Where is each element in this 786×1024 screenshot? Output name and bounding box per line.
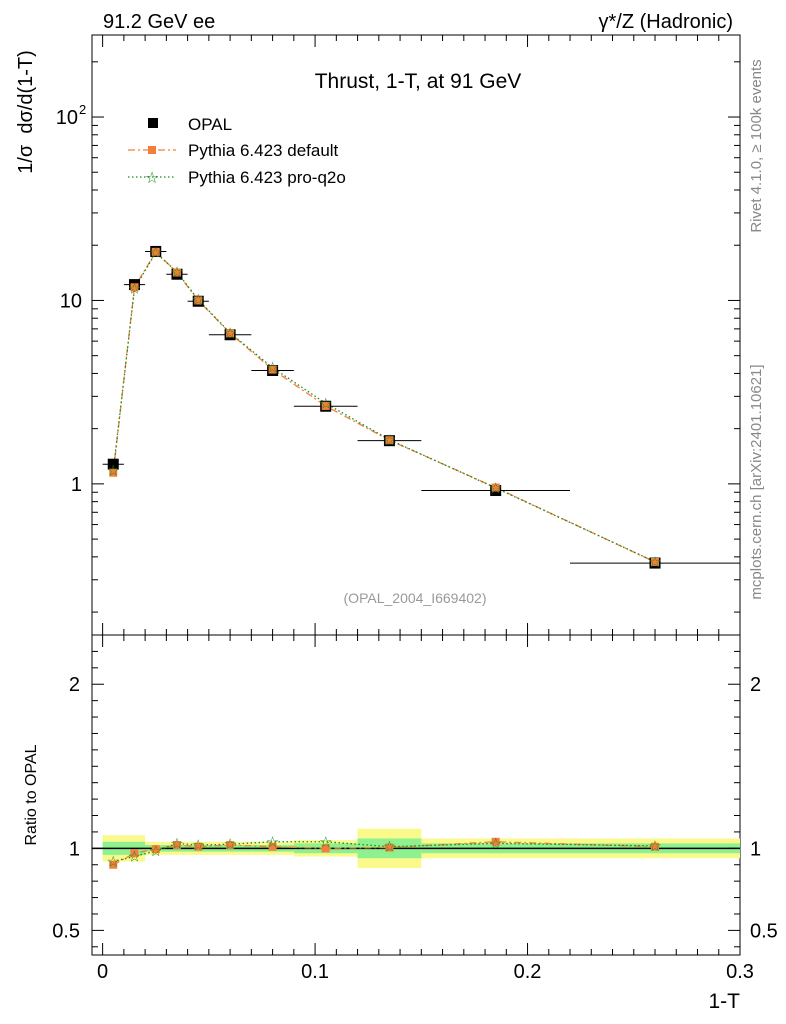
proq2o-point: ☆: [319, 395, 332, 412]
ratio-default-point: [268, 842, 277, 851]
ratio-default-point: [130, 849, 139, 858]
proq2o-point: ☆: [107, 463, 120, 480]
ratio-proq2o-point: ☆: [383, 839, 396, 856]
default-point: [130, 283, 139, 292]
ratio-y-tick-label-right: 2: [750, 674, 761, 696]
main-y-tick-label-exponent: 2: [79, 102, 86, 117]
ratio-default-point: [226, 841, 235, 850]
ratio-proq2o-point: ☆: [170, 835, 183, 852]
proq2o-point: ☆: [648, 554, 661, 571]
side-mcplots: mcplots.cern.ch [arXiv:2401.10621]: [748, 364, 765, 599]
ratio-proq2o-point: ☆: [149, 843, 162, 860]
default-point: [109, 468, 118, 477]
ratio-default-point: [151, 845, 160, 854]
ratio-y-tick-label-left: 2: [69, 674, 80, 696]
ratio-series-layer: ☆ ☆ ☆ ☆ ☆ ☆ ☆ ☆ ☆ ☆ ☆: [107, 834, 662, 871]
x-tick-label: 0.1: [301, 961, 329, 983]
proq2o-point: ☆: [170, 264, 183, 281]
ratio-proq2o-point: ☆: [223, 836, 236, 853]
ratio-y-tick-labels: 0.5 0.5 1 1 2 2: [52, 674, 778, 942]
proq2o-point: ☆: [383, 432, 396, 449]
main-y-tick-label: 1: [71, 474, 82, 496]
default-point: [268, 365, 277, 374]
legend-marker-default: [148, 146, 156, 154]
ratio-y-tick-label-left: 0.5: [52, 920, 80, 942]
ratio-default-point: [651, 842, 660, 851]
ratio-y-tick-label-right: 1: [750, 838, 761, 860]
default-point: [651, 558, 660, 567]
legend-marker-opal: [148, 118, 158, 128]
proq2o-point: ☆: [266, 360, 279, 377]
default-point: [321, 401, 330, 410]
main-ylabel: 1/σ dσ/d(1-T): [15, 50, 37, 174]
proq2o-point: ☆: [149, 245, 162, 262]
main-title: Thrust, 1-T, at 91 GeV: [315, 70, 522, 93]
x-tick-labels: 0 0.1 0.2 0.3: [97, 961, 754, 983]
ratio-bands-layer: [92, 828, 740, 869]
main-y-tick-label: 10: [60, 290, 82, 312]
x-tick-label: 0.3: [726, 961, 754, 983]
ratio-default-point: [172, 841, 181, 850]
x-tick-label: 0: [97, 961, 108, 983]
ratio-proq2o-point: ☆: [107, 853, 120, 870]
proq2o-point: ☆: [128, 281, 141, 298]
ratio-default-point: [491, 837, 500, 846]
x-tick-label: 0.2: [514, 961, 542, 983]
default-point: [491, 483, 500, 492]
ratio-y-tick-label-right: 0.5: [750, 920, 778, 942]
ratio-proq2o-point: ☆: [128, 849, 141, 866]
header-right: γ*/Z (Hadronic): [599, 11, 733, 33]
ratio-proq2o-point: ☆: [489, 835, 502, 852]
ratio-proq2o-point: ☆: [648, 838, 661, 855]
x-axis-label: 1-T: [709, 990, 741, 1013]
legend-marker-proq2o: ☆: [145, 170, 159, 187]
ratio-axis-ticks: [92, 635, 741, 955]
main-y-tick-label: 10: [56, 107, 78, 129]
proq2o-point: ☆: [489, 480, 502, 497]
proq2o-point: ☆: [192, 292, 205, 309]
legend: OPAL Pythia 6.423 default ☆ Pythia 6.423…: [128, 115, 346, 187]
ratio-plot-frame: [91, 634, 741, 956]
proq2o-point: ☆: [223, 325, 236, 342]
ratio-default-point: [321, 844, 330, 853]
ratio-proq2o-point: ☆: [192, 837, 205, 854]
header-left: 91.2 GeV ee: [103, 11, 215, 33]
ratio-default-point: [385, 843, 394, 852]
watermark: (OPAL_2004_I669402): [344, 590, 487, 606]
ratio-ylabel: Ratio to OPAL: [23, 744, 40, 845]
ratio-y-tick-label-left: 1: [69, 838, 80, 860]
default-point: [172, 268, 181, 277]
side-rivet: Rivet 4.1.0, ≥ 100k events: [748, 59, 765, 232]
main-y-tick-label-group: 1: [71, 474, 82, 496]
ratio-proq2o-point: ☆: [266, 834, 279, 851]
legend-label-opal: OPAL: [188, 115, 232, 134]
ratio-default-point: [194, 842, 203, 851]
ratio-default-point: [109, 860, 118, 869]
default-point: [226, 329, 235, 338]
main-y-tick-label-group: 10: [60, 290, 82, 312]
default-point: [194, 296, 203, 305]
main-series-line-1: [112, 250, 656, 563]
main-y-tick-label-group: 10 2: [56, 102, 86, 129]
legend-label-proq2o: Pythia 6.423 pro-q2o: [188, 168, 346, 187]
default-point: [151, 247, 160, 256]
ratio-proq2o-point: ☆: [319, 834, 332, 851]
opal-point: [107, 458, 119, 470]
default-point: [385, 436, 394, 445]
main-series-layer: ☆ ☆ ☆ ☆ ☆ ☆ ☆ ☆ ☆ ☆ ☆: [102, 245, 740, 571]
legend-label-default: Pythia 6.423 default: [188, 141, 339, 160]
main-axis-ticks: [92, 35, 741, 635]
ratio-series-line-1: [113, 841, 656, 863]
